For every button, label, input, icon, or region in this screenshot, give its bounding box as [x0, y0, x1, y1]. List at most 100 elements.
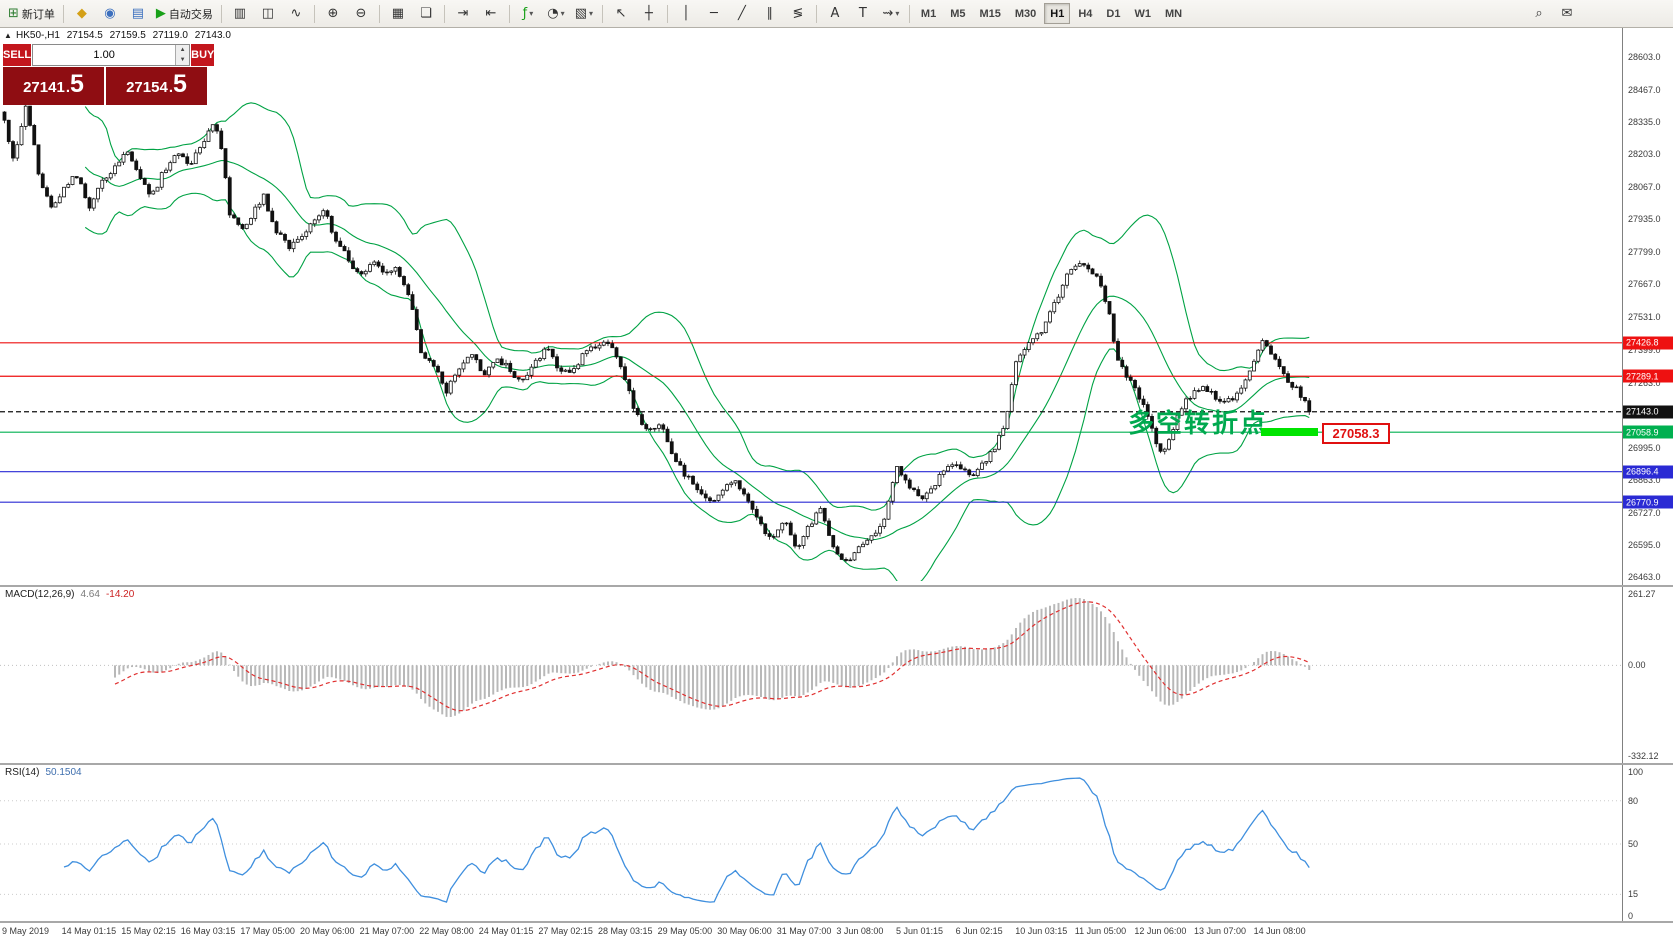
ohlc-low: 27119.0 — [152, 30, 188, 41]
time-axis-label: 10 Jun 03:15 — [1015, 926, 1068, 936]
text-button[interactable]: A — [821, 2, 849, 26]
rsi-dates-separator — [0, 921, 1673, 923]
bar-chart-button[interactable]: ▥ — [226, 2, 254, 26]
chart-shift-button[interactable]: ⇤ — [477, 2, 505, 26]
chart-annotation-text[interactable]: 多空转折点 — [1128, 408, 1269, 438]
ohlc-open: 27154.5 — [66, 30, 103, 41]
chart-macd-separator[interactable] — [0, 585, 1673, 587]
rsi-indicator-label: RSI(14) 50.1504 — [5, 767, 82, 778]
time-axis-label: 12 Jun 06:00 — [1134, 926, 1187, 936]
candlestick-button[interactable]: ◫ — [254, 2, 282, 26]
timeframe-m1-button[interactable]: M1 — [920, 7, 937, 20]
line-chart-button[interactable]: ∿ — [282, 2, 310, 26]
horizontal-line-icon: ─ — [709, 6, 718, 21]
time-axis-label: 27 May 02:15 — [538, 926, 593, 936]
price-axis-label: 27531.0 — [1628, 312, 1661, 323]
zoom-out-icon: ⊖ — [355, 6, 367, 21]
fibonacci-button[interactable]: ≶ — [784, 2, 812, 26]
price-axis-label: 26463.0 — [1628, 572, 1661, 582]
market-watch-button[interactable]: ◆ — [68, 2, 96, 26]
lot-increase-icon[interactable]: ▲ — [176, 45, 190, 55]
time-axis[interactable]: 9 May 2019 14 May 01:15 15 May 02:15 16 May… — [0, 923, 1673, 949]
hline-axis-label: 27289.1 — [1623, 369, 1673, 383]
rsi-name: RSI(14) — [5, 767, 40, 778]
new-order-button[interactable]: ⊞ 新订单 — [4, 2, 59, 26]
channel-button[interactable]: ∥ — [756, 2, 784, 26]
search-button[interactable]: ⌕ — [1525, 2, 1553, 26]
sell-button[interactable]: SELL — [3, 44, 32, 66]
trendline-icon: ╱ — [737, 6, 746, 21]
community-button[interactable]: ✉ — [1553, 2, 1581, 26]
time-axis-label: 24 May 01:15 — [478, 926, 534, 936]
text-label-button[interactable]: T — [849, 2, 877, 26]
new-order-button-label: 新订单 — [21, 8, 55, 21]
timeframe-m5-button[interactable]: M5 — [950, 7, 966, 20]
dropdown-arrow-icon: ▾ — [560, 9, 565, 18]
toolbar-separator — [666, 4, 668, 23]
autotrading-button[interactable]: ▶ 自动交易 — [152, 2, 217, 26]
vertical-line-button[interactable]: │ — [672, 2, 700, 26]
lot-decrease-icon[interactable]: ▼ — [176, 55, 190, 65]
timeframe-d1-button[interactable]: D1 — [1106, 7, 1121, 20]
oneclick-collapse-icon[interactable]: ▲ — [4, 31, 12, 40]
auto-scroll-button[interactable]: ⇥ — [449, 2, 477, 26]
sell-price-button[interactable]: 271415 — [3, 67, 104, 105]
tile-windows-button[interactable]: ▦ — [384, 2, 412, 26]
timeframe-w1-button[interactable]: W1 — [1134, 7, 1151, 20]
crosshair-button[interactable]: ┼ — [635, 2, 663, 26]
time-axis-label: 16 May 03:15 — [180, 926, 236, 936]
hline-axis-label: 27058.9 — [1623, 425, 1673, 439]
arrows-button[interactable]: ⇝ ▾ — [877, 2, 905, 26]
hline-axis-label: 27426.8 — [1623, 336, 1673, 350]
navigator-button[interactable]: ◉ — [96, 2, 124, 26]
horizontal-line-button[interactable]: ─ — [700, 2, 728, 26]
toolbar-separator — [601, 4, 603, 23]
zoom-in-button[interactable]: ⊕ — [319, 2, 347, 26]
timeframe-h4-button[interactable]: H4 — [1078, 7, 1093, 20]
market-watch-icon: ◆ — [76, 6, 87, 21]
lot-size-input[interactable] — [33, 45, 176, 65]
symbol-info: HK50-,H1 27154.5 27159.5 27119.0 27143.0 — [16, 30, 235, 41]
timeframe-mn-button[interactable]: MN — [1164, 7, 1183, 20]
search-icon: ⌕ — [1535, 6, 1543, 21]
periods-button[interactable]: ◔ ▾ — [542, 2, 570, 26]
time-axis-label: 3 Jun 08:00 — [836, 926, 884, 936]
highlight-bar[interactable] — [1261, 428, 1318, 436]
hline-axis-label: 26896.4 — [1623, 465, 1673, 479]
toolbar-separator — [220, 4, 222, 23]
macd-name: MACD(12,26,9) — [5, 589, 75, 600]
tile-windows-icon: ▦ — [391, 6, 405, 21]
time-axis-label: 17 May 05:00 — [240, 926, 295, 936]
buy-price-button[interactable]: 271545 — [106, 67, 207, 105]
channel-icon: ∥ — [766, 6, 774, 21]
macd-axis-label: 261.27 — [1628, 589, 1656, 599]
price-tag-label[interactable]: 27058.3 — [1322, 423, 1390, 444]
cascade-windows-button[interactable]: ❏ — [412, 2, 440, 26]
candlestick-icon: ◫ — [261, 6, 275, 21]
trendline-button[interactable]: ╱ — [728, 2, 756, 26]
buy-button[interactable]: BUY — [191, 44, 215, 66]
macd-main-value: 4.64 — [80, 589, 100, 600]
timeframe-m15-button[interactable]: M15 — [979, 7, 1001, 20]
dropdown-arrow-icon: ▾ — [529, 9, 534, 18]
lot-size-box: ▲ ▼ — [32, 44, 191, 66]
terminal-button[interactable]: ▤ — [124, 2, 152, 26]
cursor-button[interactable]: ↖ — [607, 2, 635, 26]
macd-rsi-separator[interactable] — [0, 763, 1673, 765]
templates-button[interactable]: ▧ ▾ — [570, 2, 598, 26]
indicators-button[interactable]: ƒ ▾ — [514, 2, 542, 26]
dropdown-arrow-icon: ▾ — [895, 9, 900, 18]
timeframe-h1-button[interactable]: H1 — [1044, 3, 1071, 24]
vertical-line-icon: │ — [681, 6, 690, 21]
one-click-trading-panel: SELL ▲ ▼ BUY 271415 271545 — [3, 44, 215, 106]
rsi-axis-label: 50 — [1628, 839, 1639, 849]
toolbar-right-group: ⌕ ✉ — [1525, 2, 1581, 26]
macd-indicator-label: MACD(12,26,9) 4.64 -14.20 — [5, 589, 134, 600]
zoom-out-button[interactable]: ⊖ — [347, 2, 375, 26]
timeframe-m30-button[interactable]: M30 — [1014, 7, 1037, 20]
price-axis-label: 28467.0 — [1628, 85, 1661, 96]
time-axis-label: 20 May 06:00 — [300, 926, 355, 936]
toolbar-separator — [815, 4, 817, 23]
buy-price-dec: 5 — [169, 70, 187, 99]
